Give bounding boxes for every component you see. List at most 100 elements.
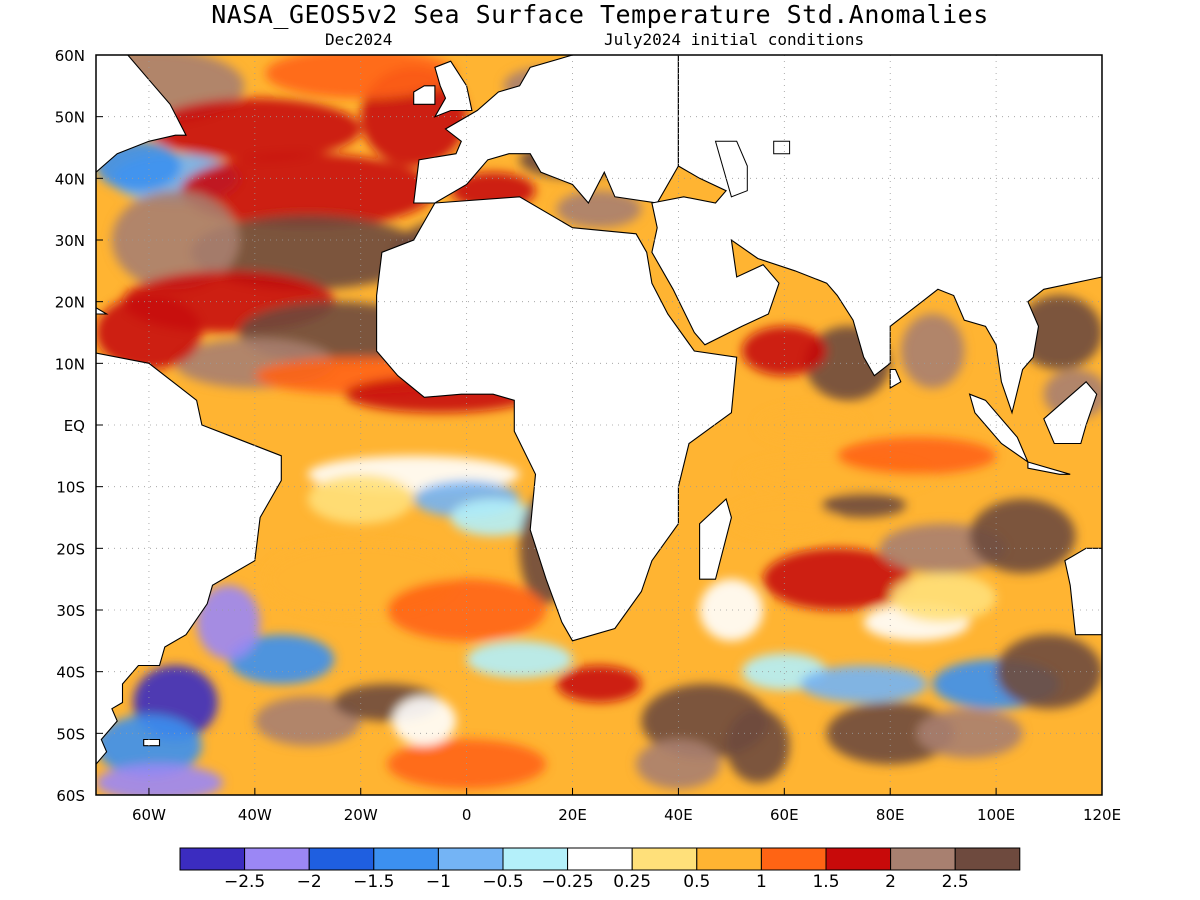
anomaly-patch xyxy=(111,190,240,290)
map-title: NASA_GEOS5v2 Sea Surface Temperature Std… xyxy=(211,0,989,29)
anomaly-patch xyxy=(556,190,642,228)
colorbar-swatch xyxy=(179,847,246,871)
landmass xyxy=(889,368,902,389)
landmass xyxy=(433,60,473,118)
lat-tick-label: 60S xyxy=(56,787,85,805)
colorbar-swatch xyxy=(631,847,698,871)
landmass xyxy=(651,55,1102,415)
landmass xyxy=(96,352,282,765)
anomaly-patch xyxy=(699,579,764,641)
anomaly-patch xyxy=(821,492,907,518)
landmass xyxy=(699,497,732,580)
anomaly-patch xyxy=(741,326,827,376)
anomaly-patch xyxy=(196,585,261,660)
colorbar-swatch xyxy=(954,847,1021,871)
colorbar-swatch xyxy=(567,847,633,871)
anomaly-patch xyxy=(916,708,1023,759)
lat-tick-label: 30S xyxy=(56,602,85,620)
colorbar-tick-label: −1.5 xyxy=(353,872,395,892)
anomaly-patch xyxy=(254,696,361,746)
lat-tick-label: 10S xyxy=(56,479,85,497)
colorbar-swatch xyxy=(308,847,375,871)
lat-tick-label: 50N xyxy=(55,109,85,127)
forecast-month: Dec2024 xyxy=(325,30,393,49)
lon-tick-label: 100E xyxy=(977,806,1015,824)
colorbar-tick-label: −2.5 xyxy=(223,872,266,892)
landmass xyxy=(413,55,679,204)
landmasses xyxy=(96,55,1102,765)
colorbar-swatch xyxy=(696,847,762,871)
latitude-axis: 60N 50N 40N 30N 20N 10N EQ 10S 20S 30S 40S 50S 60S xyxy=(55,47,103,805)
anomaly-patch xyxy=(148,98,361,160)
lon-tick-label: 20W xyxy=(344,806,378,824)
colorbar-swatch xyxy=(244,847,310,871)
anomaly-patch xyxy=(890,572,997,623)
map-field xyxy=(96,55,1102,795)
colorbar-tick-label: 2 xyxy=(885,872,897,892)
landmass xyxy=(1027,461,1071,475)
anomaly-patch xyxy=(726,708,790,783)
colorbar-tick-label: −0.5 xyxy=(482,872,524,892)
anomaly-patches xyxy=(96,55,1102,795)
colorbar-swatch xyxy=(890,847,956,871)
initial-conditions-label: July2024 initial conditions xyxy=(604,30,865,49)
anomaly-patch xyxy=(900,313,965,389)
lon-tick-label: 60E xyxy=(770,806,799,824)
anomaly-patch xyxy=(996,634,1102,709)
anomaly-patch xyxy=(228,634,335,685)
colorbar xyxy=(179,847,1021,871)
colorbar-tick-label: −0.25 xyxy=(541,872,594,892)
lat-tick-label: EQ xyxy=(64,417,85,435)
lat-tick-label: 30N xyxy=(55,232,85,250)
colorbar-tick-label: 1 xyxy=(755,872,767,892)
lat-tick-label: 60N xyxy=(55,47,85,65)
landmass xyxy=(143,738,161,747)
lon-tick-label: 80E xyxy=(876,806,905,824)
anomaly-patch xyxy=(450,498,536,537)
landmass xyxy=(96,307,109,315)
lat-tick-label: 50S xyxy=(56,725,85,743)
colorbar-swatch xyxy=(373,847,439,871)
landmass xyxy=(96,55,187,174)
lon-tick-label: 0 xyxy=(462,806,472,824)
anomaly-patch xyxy=(466,640,573,678)
anomaly-patch xyxy=(800,665,928,703)
anomaly-patch xyxy=(763,548,912,611)
lat-tick-label: 20N xyxy=(55,294,85,312)
lon-tick-label: 40E xyxy=(664,806,693,824)
anomaly-patch xyxy=(636,739,721,789)
colorbar-tick-label: −1 xyxy=(425,872,451,892)
colorbar-swatch xyxy=(437,847,504,871)
anomaly-patch xyxy=(191,215,425,290)
anomaly-patch xyxy=(392,696,457,746)
anomaly-patch xyxy=(265,55,457,99)
inland-sea-outline xyxy=(773,140,791,155)
lat-tick-label: 40N xyxy=(55,170,85,188)
colorbar-swatch xyxy=(760,847,827,871)
lat-tick-label: 10N xyxy=(55,355,85,373)
lon-tick-label: 40W xyxy=(238,806,272,824)
landmass xyxy=(413,85,436,105)
longitude-axis: 60W 40W 20W 0 20E 40E 60E 80E 100E 120E xyxy=(132,788,1121,824)
anomaly-patch xyxy=(387,739,547,789)
colorbar-tick-label: 1.5 xyxy=(812,872,840,892)
lon-tick-label: 20E xyxy=(558,806,587,824)
colorbar-tick-label: 0.25 xyxy=(613,872,652,892)
anomaly-patch xyxy=(556,665,642,703)
lat-tick-label: 40S xyxy=(56,664,85,682)
inland-sea-outline xyxy=(714,140,748,198)
colorbar-tick-label: −2 xyxy=(296,872,322,892)
colorbar-swatch xyxy=(825,847,892,871)
lat-tick-label: 20S xyxy=(56,540,85,558)
lon-tick-label: 60W xyxy=(132,806,166,824)
anomaly-patch xyxy=(1017,295,1102,370)
anomaly-patch xyxy=(180,153,435,228)
colorbar-tick-label: 0.5 xyxy=(683,872,711,892)
anomaly-patch xyxy=(969,498,1076,574)
anomaly-patch xyxy=(96,295,202,370)
anomaly-patch xyxy=(96,764,224,795)
anomaly-patch xyxy=(837,437,997,475)
lon-tick-label: 120E xyxy=(1083,806,1121,824)
anomaly-patch xyxy=(387,579,547,641)
